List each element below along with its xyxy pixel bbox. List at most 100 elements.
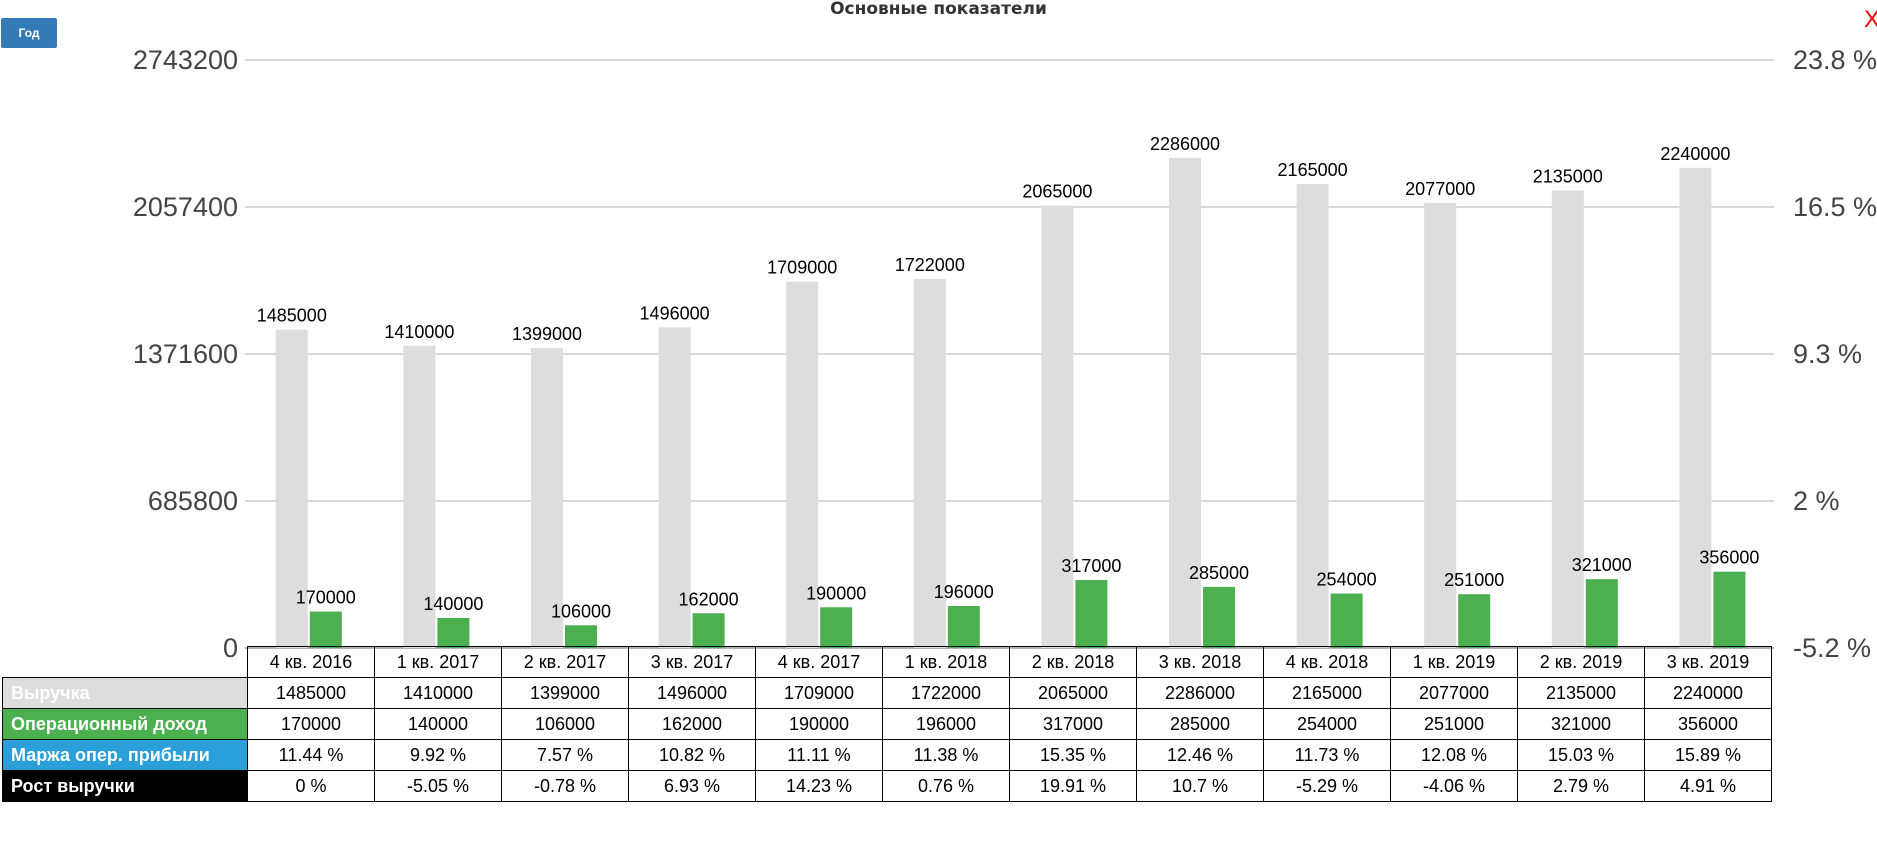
bar [403,345,436,648]
bar [786,281,819,648]
year-button[interactable]: Год [1,18,57,48]
bar-value-label: 2240000 [1660,144,1730,164]
table-cell: -4.06 % [1390,770,1518,802]
y-axis-right: 23.8 % 16.5 % 9.3 % 2 % -5.2 % [1793,45,1877,663]
bar-value-label: 1410000 [384,322,454,342]
bar-value-label: 1496000 [640,303,710,323]
table-row-label: Операционный доход [2,708,248,740]
table-cell: 196000 [882,708,1010,740]
table-header-cell: 1 кв. 2017 [374,646,502,678]
bar-value-label: 251000 [1444,570,1504,590]
table-cell: 321000 [1517,708,1645,740]
chart-bar-labels: 1485000 1410000 1399000 1496000 1709000 17220… [257,134,1760,621]
table-header-cell: 4 кв. 2017 [755,646,883,678]
table-cell: 11.11 % [755,739,883,771]
table-header-cell: 1 кв. 2019 [1390,646,1518,678]
bar-value-label: 162000 [679,589,739,609]
bar [947,605,980,648]
y2-tick-label: 16.5 % [1793,192,1877,222]
bar-value-label: 2065000 [1022,181,1092,201]
bar [1330,593,1363,648]
table-cell: 15.89 % [1644,739,1772,771]
table-cell: 11.44 % [247,739,375,771]
table-cell: 7.57 % [501,739,629,771]
table-cell: 1485000 [247,677,375,709]
bar [309,611,342,648]
table-row-label: Выручка [2,677,248,709]
bar [275,329,308,648]
table-cell: 15.03 % [1517,739,1645,771]
y-tick-label: 1371600 [133,339,238,369]
bar-value-label: 317000 [1061,556,1121,576]
table-cell: 11.73 % [1263,739,1391,771]
chart-bars [275,158,1746,649]
table-cell: 10.7 % [1136,770,1264,802]
table-cell: 170000 [247,708,375,740]
table-cell: 317000 [1009,708,1137,740]
bar [1075,580,1108,648]
bar [1713,571,1746,648]
y2-tick-label: 2 % [1793,486,1840,516]
y-tick-label: 2743200 [133,45,238,75]
table-cell: 140000 [374,708,502,740]
table-cell: 2135000 [1517,677,1645,709]
bar [1458,594,1491,648]
table-cell: 1496000 [628,677,756,709]
table-cell: 254000 [1263,708,1391,740]
table-cell: 251000 [1390,708,1518,740]
bar-value-label: 1722000 [895,255,965,275]
table-cell: 6.93 % [628,770,756,802]
table-cell: 1722000 [882,677,1010,709]
table-cell: 2065000 [1009,677,1137,709]
table-cell: 1410000 [374,677,502,709]
bar-value-label: 2135000 [1533,166,1603,186]
table-cell: -5.05 % [374,770,502,802]
bar [658,327,691,648]
table-cell: 1709000 [755,677,883,709]
table-cell: 10.82 % [628,739,756,771]
table-row: Маржа опер. прибыли 11.44 % 9.92 % 7.57 % 10… [2,739,1772,771]
bar [820,607,853,648]
bar-value-label: 140000 [423,594,483,614]
bar-value-label: 1485000 [257,306,327,326]
table-header-cell: 2 кв. 2018 [1009,646,1137,678]
table-cell: 2077000 [1390,677,1518,709]
table-row-label: Маржа опер. прибыли [2,739,248,771]
table-cell: 2.79 % [1517,770,1645,802]
table-header-cell: 3 кв. 2019 [1644,646,1772,678]
close-icon[interactable]: X [1864,6,1877,33]
bar-value-label: 321000 [1572,555,1632,575]
table-header-cell: 2 кв. 2017 [501,646,629,678]
table-cell: -5.29 % [1263,770,1391,802]
bar-value-label: 190000 [806,583,866,603]
y2-tick-label: 23.8 % [1793,45,1877,75]
table-cell: 106000 [501,708,629,740]
table-row-label: Рост выручки [2,770,248,802]
y2-tick-label: -5.2 % [1793,633,1871,663]
table-cell: 0.76 % [882,770,1010,802]
table-header-cell: 3 кв. 2017 [628,646,756,678]
table-cell: 14.23 % [755,770,883,802]
table-cell: 2165000 [1263,677,1391,709]
bar [1041,205,1074,648]
table-cell: 190000 [755,708,883,740]
table-header-cell: 4 кв. 2016 [247,646,375,678]
bar-value-label: 1399000 [512,324,582,344]
table-cell: 0 % [247,770,375,802]
table-cell: 11.38 % [882,739,1010,771]
table-cell: 15.35 % [1009,739,1137,771]
table-cell: 1399000 [501,677,629,709]
table-row: Выручка 1485000 1410000 1399000 1496000 17090… [2,677,1772,709]
table-header-cell: 1 кв. 2018 [882,646,1010,678]
bar-value-label: 2165000 [1278,160,1348,180]
bar-value-label: 356000 [1699,548,1759,568]
bar-value-label: 285000 [1189,563,1249,583]
table-cell: -0.78 % [501,770,629,802]
bar-value-label: 196000 [934,582,994,602]
table-row: Операционный доход 170000 140000 106000 1620… [2,708,1772,740]
bar-value-label: 2077000 [1405,179,1475,199]
bar [565,625,597,648]
bar [692,613,725,648]
data-table: 4 кв. 2016 1 кв. 2017 2 кв. 2017 3 кв. 2017… [2,646,1772,802]
